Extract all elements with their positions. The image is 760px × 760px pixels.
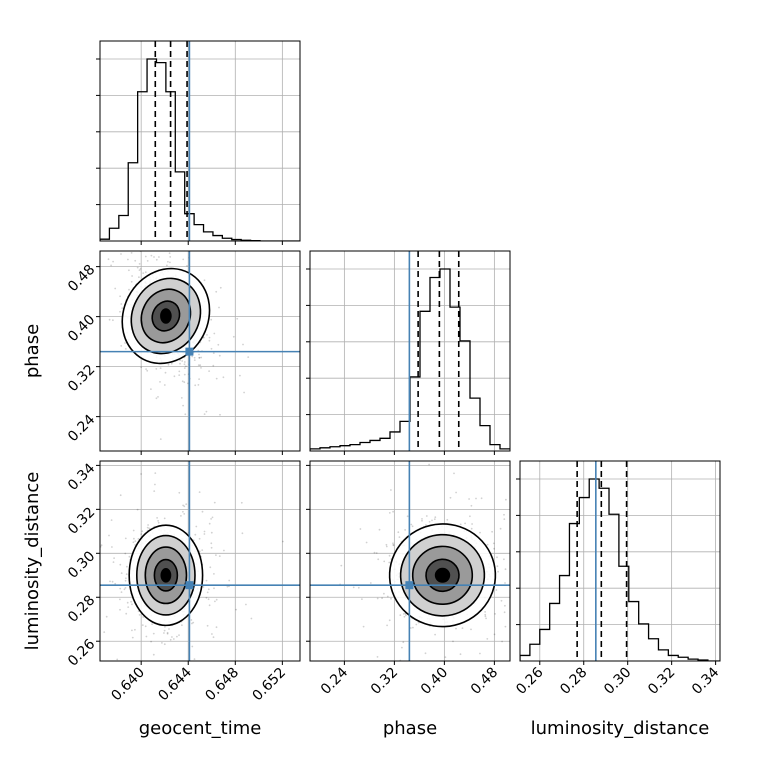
density-contours (128, 524, 204, 627)
panel-2d-geocent_time-phase (96, 250, 301, 455)
x-tick-label: 0.640 (108, 665, 148, 705)
panel-hist-geocent_time (96, 40, 301, 245)
x-tick-label: 0.40 (418, 665, 451, 698)
histogram-geocent_time (100, 58, 300, 241)
x-axis-title-phase: phase (383, 718, 437, 739)
y-tick-label: 0.30 (65, 548, 98, 581)
x-tick-label: 0.32 (368, 665, 401, 698)
x-tick-label: 0.48 (468, 665, 501, 698)
x-axis-title-geocent_time: geocent_time (139, 718, 262, 739)
truth-marker (405, 581, 414, 590)
x-tick-label: 0.26 (513, 664, 546, 697)
y-tick-label: 0.32 (65, 362, 98, 395)
truth-marker (185, 581, 194, 590)
y-tick-label: 0.28 (65, 592, 98, 625)
y-tick-label: 0.26 (65, 636, 98, 669)
x-tick-label: 0.30 (601, 665, 634, 698)
panel-frame (519, 460, 721, 662)
y-axis-title-luminosity_distance: luminosity_distance (22, 472, 43, 651)
x-tick-label: 0.34 (689, 664, 722, 697)
panel-frame (309, 250, 511, 452)
density-contours (121, 267, 211, 365)
truth-marker (185, 347, 194, 356)
panel-frame (99, 460, 301, 662)
y-tick-label: 0.40 (65, 312, 98, 345)
x-tick-label: 0.652 (250, 665, 290, 705)
panel-frame (309, 460, 511, 662)
panel-2d-phase-luminosity_distance (306, 460, 511, 665)
y-axis-title-phase: phase (22, 324, 43, 378)
density-peak (160, 567, 172, 583)
x-axis-title-luminosity_distance: luminosity_distance (531, 718, 710, 739)
y-tick-label: 0.34 (65, 460, 98, 493)
x-tick-label: 0.32 (645, 665, 678, 698)
panel-hist-luminosity_distance (516, 460, 721, 665)
density-peak (434, 567, 451, 583)
y-tick-label: 0.32 (65, 504, 98, 537)
panel-2d-geocent_time-luminosity_distance (96, 460, 301, 665)
y-tick-label: 0.48 (65, 262, 98, 295)
density-peak (160, 308, 172, 324)
x-tick-label: 0.644 (155, 664, 195, 704)
panel-frame (99, 250, 301, 452)
density-contours (388, 523, 497, 628)
panel-frame (99, 40, 301, 242)
panel-hist-phase (306, 250, 511, 455)
histogram-luminosity_distance (520, 478, 720, 661)
x-tick-label: 0.28 (557, 665, 590, 698)
y-tick-label: 0.24 (65, 412, 98, 445)
x-tick-label: 0.24 (318, 664, 351, 697)
x-tick-label: 0.648 (202, 665, 242, 705)
